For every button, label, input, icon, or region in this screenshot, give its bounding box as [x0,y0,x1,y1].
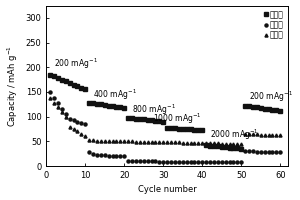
实例二 [115,155,118,157]
实例二 [165,161,169,163]
实例三 [107,140,110,142]
实例一 [126,116,130,119]
实例三 [122,140,126,143]
实例一 [278,110,282,112]
实例一 [239,148,243,150]
实例三 [193,142,196,144]
实例一 [48,73,52,76]
Text: 200 mAg$^{-1}$: 200 mAg$^{-1}$ [54,56,98,71]
Text: 400 mAg$^{-1}$: 400 mAg$^{-1}$ [93,87,137,102]
Text: 2000 mAg$^{-1}$: 2000 mAg$^{-1}$ [210,128,259,142]
Legend: 实例一, 实例二, 实例三: 实例一, 实例二, 实例三 [263,9,284,40]
实例二 [48,91,52,93]
实例三 [239,143,243,145]
实例二 [107,154,110,157]
实例一 [87,102,91,104]
实例三 [48,97,52,99]
Line: 实例三: 实例三 [49,96,282,145]
实例三 [115,140,118,142]
实例三 [126,140,130,143]
实例二 [278,151,282,153]
实例二 [126,160,130,162]
实例一 [193,129,196,131]
Text: 800 mAg$^{-1}$: 800 mAg$^{-1}$ [132,102,176,117]
实例二 [196,161,200,163]
Line: 实例一: 实例一 [49,73,282,150]
实例三 [87,139,91,142]
Y-axis label: Capacity / mAh g$^{-1}$: Capacity / mAh g$^{-1}$ [6,45,20,127]
实例一 [107,104,110,107]
实例二 [122,155,126,157]
Text: 1000 mAg$^{-1}$: 1000 mAg$^{-1}$ [154,111,202,126]
Text: 200 mAg$^{-1}$: 200 mAg$^{-1}$ [249,90,293,104]
实例一 [115,105,118,108]
实例一 [122,107,126,109]
X-axis label: Cycle number: Cycle number [138,185,197,194]
实例三 [278,134,282,137]
Line: 实例二: 实例二 [49,90,282,164]
实例二 [87,151,91,153]
